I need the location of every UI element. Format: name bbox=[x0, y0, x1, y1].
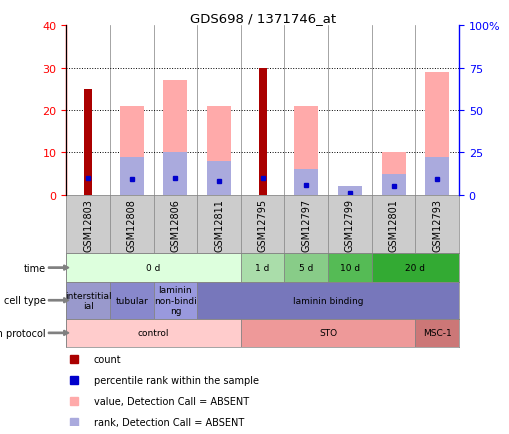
Bar bbox=[414, 319, 458, 347]
Text: GSM12808: GSM12808 bbox=[127, 198, 136, 251]
Bar bbox=[425, 157, 448, 195]
Text: interstitial
ial: interstitial ial bbox=[65, 291, 111, 310]
Bar bbox=[66, 254, 240, 282]
Bar bbox=[240, 254, 284, 282]
Text: laminin binding: laminin binding bbox=[292, 296, 362, 305]
Text: GSM12801: GSM12801 bbox=[388, 198, 398, 251]
Text: laminin
non-bindi
ng: laminin non-bindi ng bbox=[154, 286, 196, 316]
Bar bbox=[294, 170, 318, 195]
Text: tubular: tubular bbox=[115, 296, 148, 305]
Bar bbox=[294, 106, 318, 195]
Text: growth protocol: growth protocol bbox=[0, 328, 46, 338]
Text: cell type: cell type bbox=[4, 296, 46, 306]
Text: GSM12806: GSM12806 bbox=[170, 198, 180, 251]
Text: control: control bbox=[137, 329, 169, 338]
Text: count: count bbox=[94, 354, 121, 364]
Text: GSM12811: GSM12811 bbox=[214, 198, 223, 251]
Bar bbox=[84, 89, 92, 195]
Text: GSM12793: GSM12793 bbox=[431, 198, 441, 251]
Bar bbox=[327, 254, 371, 282]
Text: rank, Detection Call = ABSENT: rank, Detection Call = ABSENT bbox=[94, 417, 244, 427]
Text: MSC-1: MSC-1 bbox=[422, 329, 450, 338]
Bar bbox=[110, 282, 153, 319]
Bar bbox=[207, 106, 231, 195]
Text: 10 d: 10 d bbox=[339, 263, 359, 273]
Text: percentile rank within the sample: percentile rank within the sample bbox=[94, 375, 258, 385]
Text: STO: STO bbox=[319, 329, 336, 338]
Text: GSM12799: GSM12799 bbox=[344, 198, 354, 251]
Bar bbox=[66, 319, 240, 347]
Bar bbox=[120, 157, 144, 195]
Bar bbox=[425, 72, 448, 195]
Title: GDS698 / 1371746_at: GDS698 / 1371746_at bbox=[189, 12, 335, 25]
Text: 1 d: 1 d bbox=[255, 263, 269, 273]
Text: 0 d: 0 d bbox=[146, 263, 160, 273]
Bar bbox=[381, 174, 405, 195]
Bar bbox=[120, 106, 144, 195]
Text: 20 d: 20 d bbox=[405, 263, 425, 273]
Text: GSM12797: GSM12797 bbox=[301, 198, 310, 251]
Bar bbox=[284, 254, 327, 282]
Text: 5 d: 5 d bbox=[298, 263, 313, 273]
Text: time: time bbox=[24, 263, 46, 273]
Bar bbox=[197, 282, 458, 319]
Bar bbox=[66, 282, 110, 319]
Bar bbox=[163, 153, 187, 195]
Bar bbox=[337, 187, 361, 195]
Bar bbox=[381, 153, 405, 195]
Bar bbox=[163, 81, 187, 195]
Bar bbox=[153, 282, 197, 319]
Text: value, Detection Call = ABSENT: value, Detection Call = ABSENT bbox=[94, 396, 248, 406]
Bar bbox=[207, 161, 231, 195]
Text: GSM12795: GSM12795 bbox=[257, 198, 267, 251]
Bar bbox=[371, 254, 458, 282]
Bar bbox=[258, 68, 266, 195]
Bar bbox=[240, 319, 414, 347]
Text: GSM12803: GSM12803 bbox=[83, 198, 93, 251]
